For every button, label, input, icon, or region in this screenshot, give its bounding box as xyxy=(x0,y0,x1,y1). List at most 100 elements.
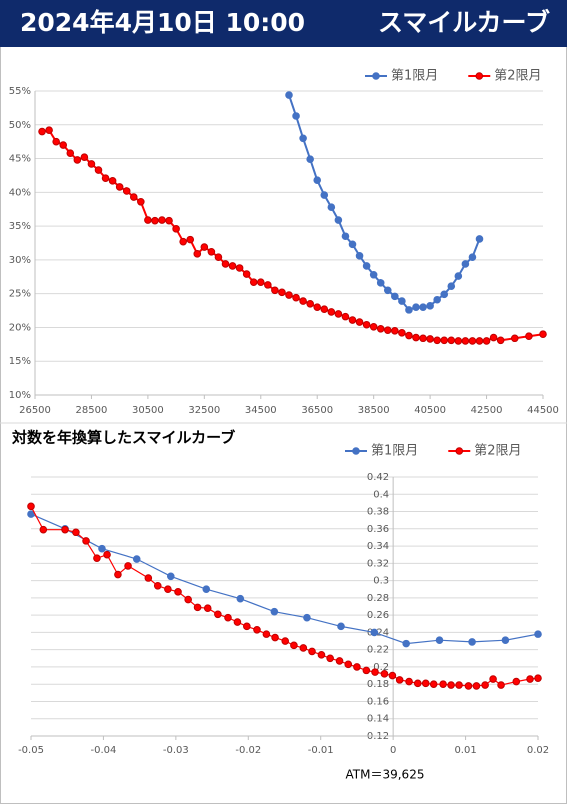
legend-label: 第2限月 xyxy=(494,69,541,84)
data-point xyxy=(497,681,505,689)
data-point xyxy=(249,278,258,286)
data-point xyxy=(510,334,519,343)
x-tick-label: 44500 xyxy=(527,405,559,416)
data-point xyxy=(371,668,379,676)
data-point xyxy=(426,335,434,343)
data-point xyxy=(369,270,378,279)
data-point xyxy=(303,613,311,622)
data-point xyxy=(388,671,397,680)
y-tick-label: 40% xyxy=(9,187,31,198)
data-point xyxy=(405,331,413,340)
x-tick-label: 0.02 xyxy=(527,745,549,756)
legend-label: 第2限月 xyxy=(474,444,521,459)
data-point xyxy=(475,235,484,243)
data-point xyxy=(132,555,141,563)
data-point xyxy=(376,324,385,333)
data-point xyxy=(481,681,489,689)
data-point xyxy=(66,149,75,157)
data-point xyxy=(313,176,322,184)
data-point xyxy=(285,91,293,99)
data-point xyxy=(454,337,463,345)
data-point xyxy=(186,235,195,244)
data-point xyxy=(27,502,35,511)
data-point xyxy=(101,174,110,182)
data-point xyxy=(468,337,477,345)
data-point xyxy=(534,674,542,682)
x-tick-label: 40500 xyxy=(414,405,446,416)
data-point xyxy=(122,187,131,195)
data-point xyxy=(435,636,444,644)
data-point xyxy=(501,636,510,644)
data-point xyxy=(489,675,497,683)
data-point xyxy=(292,293,300,302)
data-point xyxy=(253,626,261,634)
data-point xyxy=(200,243,209,251)
data-point xyxy=(108,177,117,185)
data-point xyxy=(164,585,172,594)
data-point xyxy=(335,657,344,665)
data-point xyxy=(440,336,449,345)
y-tick-label: 20% xyxy=(9,322,31,333)
data-point xyxy=(165,216,173,225)
x-tick-label: 30500 xyxy=(132,405,164,416)
data-point xyxy=(214,610,222,619)
data-point xyxy=(52,137,60,146)
y-tick-label: 30% xyxy=(9,255,31,266)
y-tick-label: 0.34 xyxy=(367,541,389,552)
data-point xyxy=(320,191,329,199)
data-point xyxy=(402,639,410,648)
data-point xyxy=(153,581,162,590)
data-point xyxy=(98,544,106,553)
data-point xyxy=(299,297,307,305)
data-point xyxy=(179,237,187,246)
data-point xyxy=(193,603,202,612)
y-tick-label: 25% xyxy=(9,289,31,300)
data-point xyxy=(461,337,470,345)
x-tick-label: 42500 xyxy=(471,405,503,416)
y-tick-label: 10% xyxy=(9,390,31,401)
data-point xyxy=(380,670,389,678)
data-point xyxy=(383,286,392,295)
data-point xyxy=(203,604,212,613)
x-tick-label: -0.04 xyxy=(90,745,116,756)
header-date: 2024年4月10日 10:00 xyxy=(20,8,305,37)
y-tick-label: 0.2 xyxy=(373,662,389,673)
data-point xyxy=(285,291,293,299)
x-tick-label: 34500 xyxy=(245,405,277,416)
header-bar xyxy=(0,0,567,47)
data-point xyxy=(313,303,322,311)
data-point xyxy=(475,337,484,345)
y-tick-label: 0.28 xyxy=(367,593,389,604)
data-point xyxy=(534,630,542,638)
data-point xyxy=(144,216,152,224)
data-point xyxy=(235,264,244,272)
y-tick-label: 15% xyxy=(9,356,31,367)
legend-label: 第1限月 xyxy=(371,444,418,459)
data-point xyxy=(174,588,182,596)
y-tick-label: 0.26 xyxy=(367,610,389,621)
data-point xyxy=(94,166,103,174)
data-point xyxy=(228,262,237,270)
data-point xyxy=(27,510,35,518)
data-point xyxy=(472,682,481,690)
x-tick-label: 26500 xyxy=(19,405,51,416)
legend-marker xyxy=(352,447,360,455)
series-line xyxy=(288,94,481,312)
data-point xyxy=(398,329,406,337)
data-point xyxy=(355,252,364,260)
data-point xyxy=(243,622,251,631)
data-point xyxy=(45,126,53,134)
y-tick-label: 35% xyxy=(9,221,31,232)
data-point xyxy=(158,216,166,224)
data-point xyxy=(362,262,371,270)
data-point xyxy=(278,288,286,297)
data-point xyxy=(489,333,498,342)
data-point xyxy=(256,278,265,286)
data-point xyxy=(344,660,353,669)
data-point xyxy=(405,677,413,686)
y-tick-label: 0.38 xyxy=(367,507,389,518)
data-point xyxy=(59,141,68,149)
data-point xyxy=(447,681,455,689)
data-point xyxy=(306,300,314,308)
